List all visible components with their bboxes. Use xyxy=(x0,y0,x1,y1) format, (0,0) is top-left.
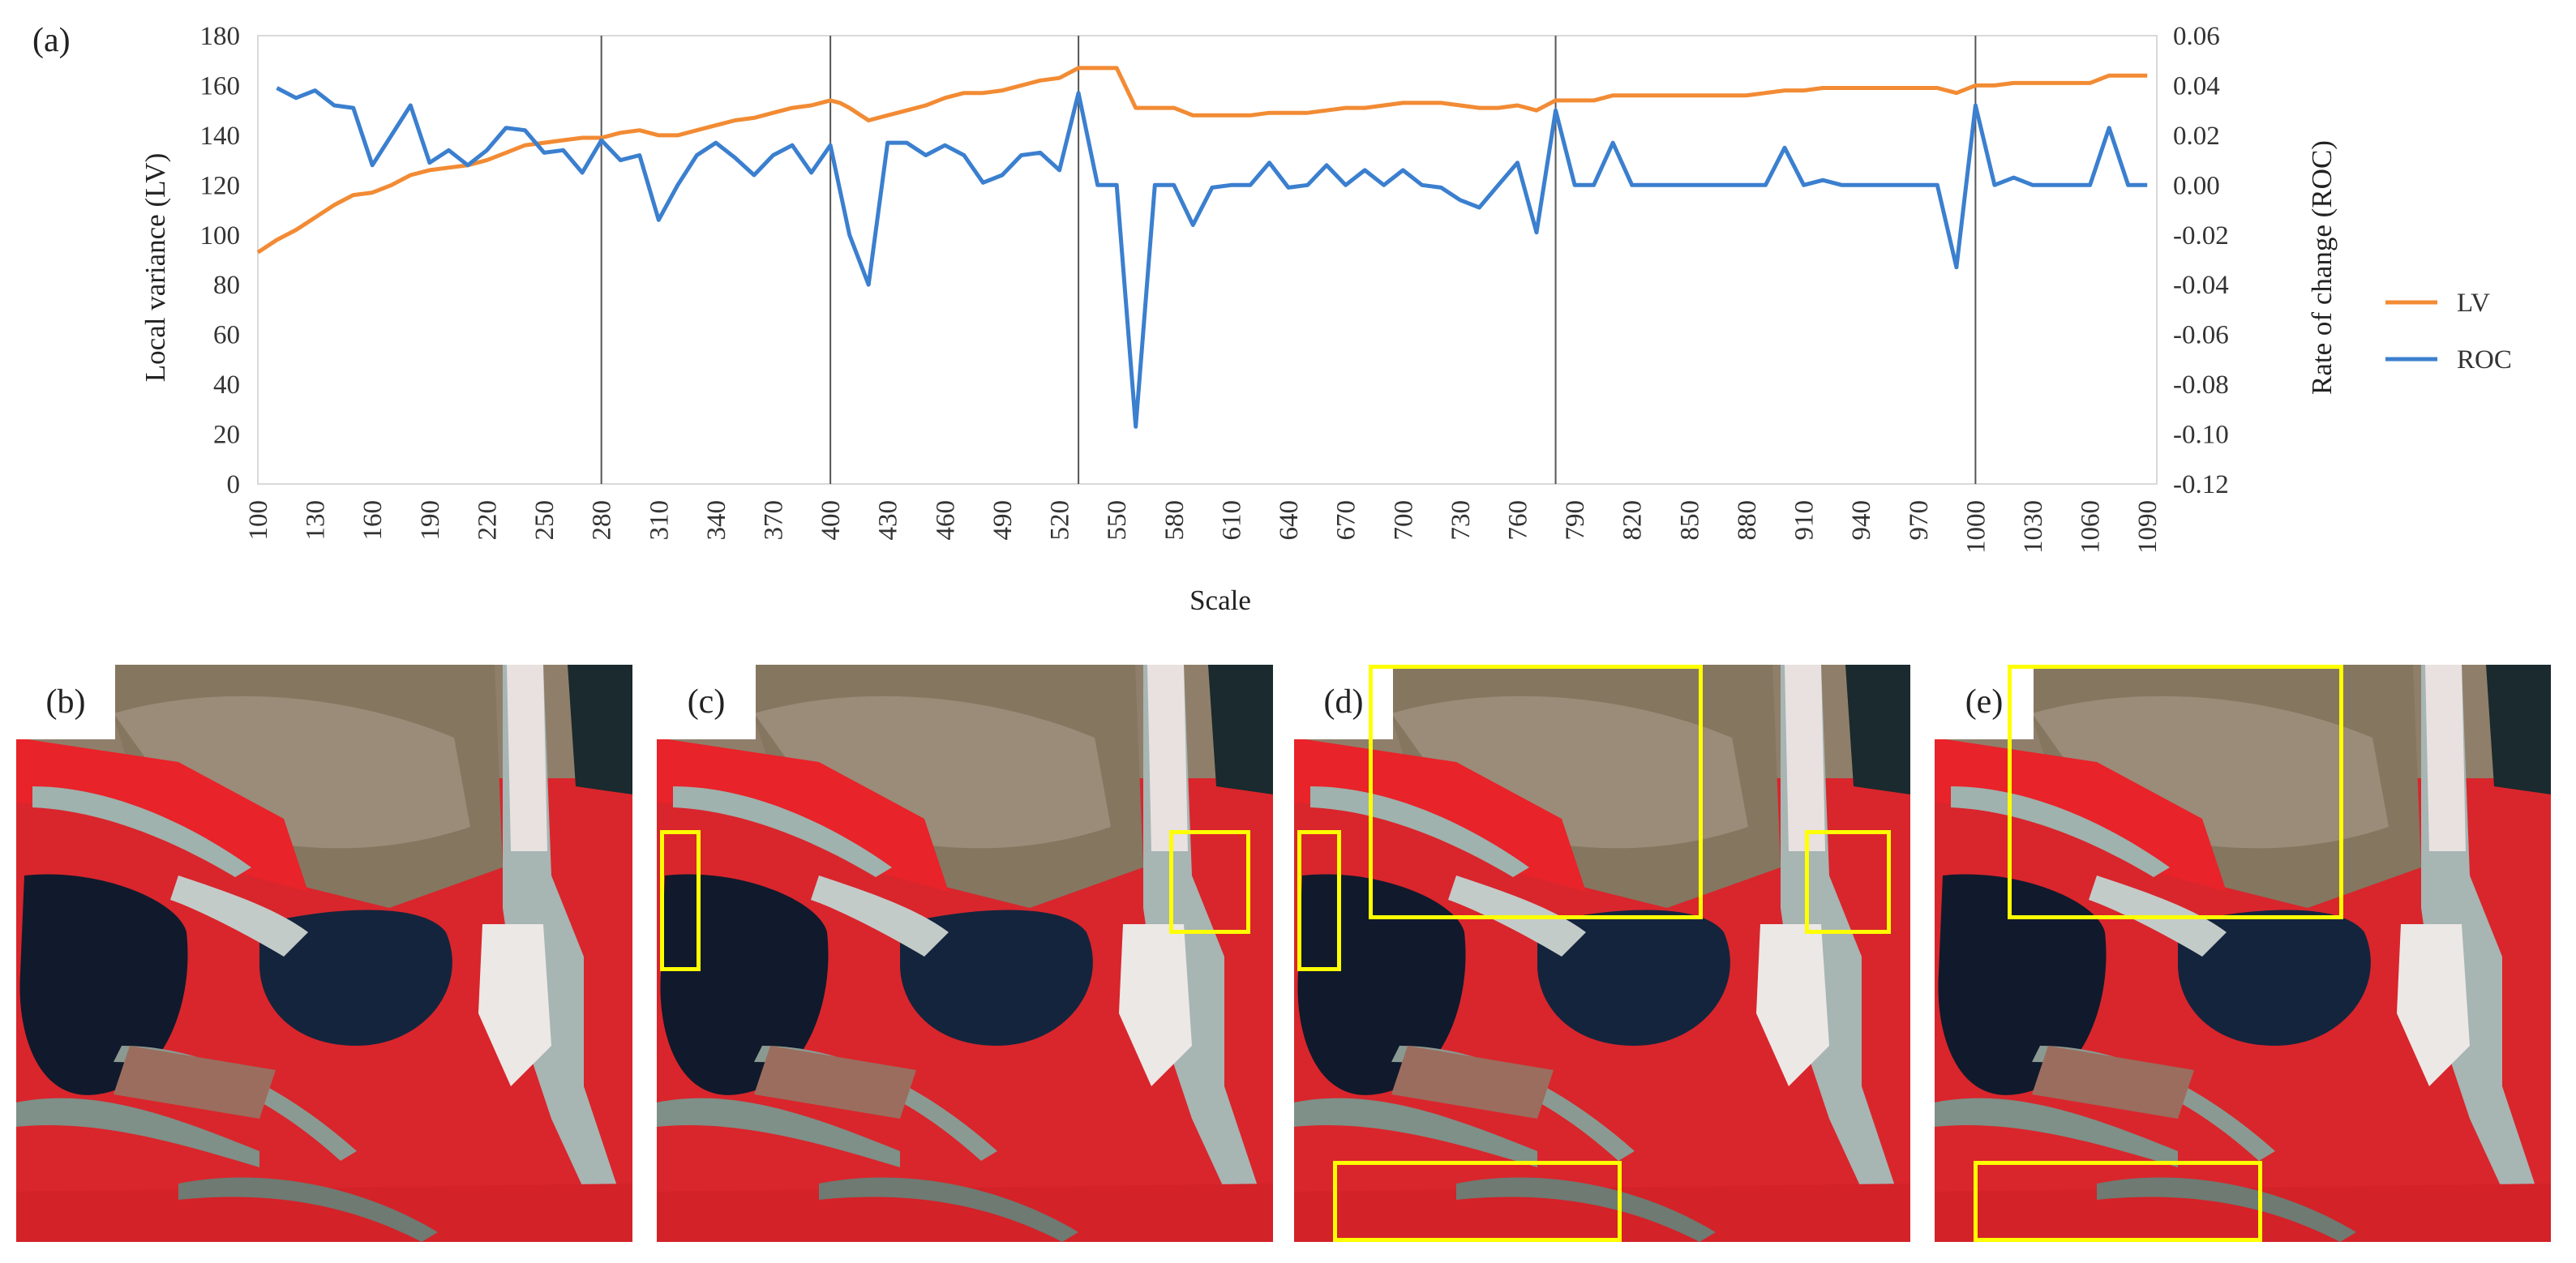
x-tick-label: 640 xyxy=(1275,500,1304,541)
x-tick-label: 520 xyxy=(1046,500,1075,541)
panel-label-d: (d) xyxy=(1294,665,1393,739)
x-tick-label: 820 xyxy=(1618,500,1648,541)
y2-tick-label: 0.06 xyxy=(2173,22,2220,51)
y-tick-label: 60 xyxy=(213,321,240,350)
panel-label-c: (c) xyxy=(657,665,756,739)
y-tick-label: 160 xyxy=(200,71,241,101)
y2-axis-title: Rate of change (ROC) xyxy=(2306,140,2338,395)
x-axis-ticks: 100 130 160 190 220 250 280 310 340 370 400 430 460 4… xyxy=(244,500,2162,554)
highlight-box xyxy=(1169,830,1250,934)
x-tick-label: 700 xyxy=(1389,500,1418,541)
y2-tick-label: -0.08 xyxy=(2173,370,2229,400)
panel-label-b: (b) xyxy=(16,665,115,739)
x-tick-label: 850 xyxy=(1675,500,1704,541)
x-axis-title: Scale xyxy=(1189,584,1251,616)
series-lines xyxy=(256,66,2148,429)
x-tick-label: 460 xyxy=(931,500,960,541)
x-tick-label: 730 xyxy=(1447,500,1476,541)
y-tick-label: 180 xyxy=(200,22,241,51)
y-tick-label: 100 xyxy=(200,221,241,250)
x-tick-label: 310 xyxy=(645,500,674,541)
legend-label-roc: ROC xyxy=(2457,345,2512,375)
y-tick-label: 80 xyxy=(213,271,240,300)
panel-c-image: (c) xyxy=(657,665,1273,1242)
y2-tick-label: -0.10 xyxy=(2173,421,2229,450)
scale-divider-lines xyxy=(600,36,1977,484)
highlight-box xyxy=(1333,1161,1622,1242)
x-tick-label: 400 xyxy=(817,500,846,541)
x-tick-label: 370 xyxy=(760,500,789,541)
x-tick-label: 910 xyxy=(1790,500,1819,541)
highlight-box xyxy=(660,830,701,971)
highlight-box xyxy=(1805,830,1891,934)
x-tick-label: 160 xyxy=(358,500,388,541)
x-tick-label: 1030 xyxy=(2019,500,2048,554)
x-tick-label: 130 xyxy=(302,500,331,541)
x-tick-label: 100 xyxy=(244,500,273,541)
plot-frame xyxy=(257,35,2158,485)
x-tick-label: 1000 xyxy=(1961,500,1991,554)
x-tick-label: 550 xyxy=(1103,500,1132,541)
x-tick-label: 1060 xyxy=(2077,500,2106,554)
y-tick-label: 120 xyxy=(200,171,241,200)
y2-tick-label: 0.00 xyxy=(2173,171,2220,200)
series-line-roc xyxy=(276,86,2148,429)
right-axis-ticks: -0.12 -0.10 -0.08 -0.06 -0.04 -0.02 0.00 0.02 0.… xyxy=(2173,22,2229,499)
y-axis-title: Local variance (LV) xyxy=(139,153,171,382)
x-tick-label: 220 xyxy=(473,500,502,541)
legend: LV ROC xyxy=(2385,289,2512,375)
x-tick-label: 940 xyxy=(1847,500,1876,541)
x-tick-label: 970 xyxy=(1905,500,1934,541)
y2-tick-label: -0.06 xyxy=(2173,321,2229,350)
x-tick-label: 790 xyxy=(1561,500,1590,541)
plot-border xyxy=(257,35,2158,485)
y2-tick-label: -0.04 xyxy=(2173,271,2229,300)
panel-d-image: (d) xyxy=(1294,665,1910,1242)
x-tick-label: 670 xyxy=(1332,500,1361,541)
x-tick-label: 340 xyxy=(702,500,731,541)
highlight-box xyxy=(1974,1161,2262,1242)
highlight-box xyxy=(1369,665,1703,919)
y2-tick-label: 0.04 xyxy=(2173,71,2220,101)
highlight-box xyxy=(2008,665,2343,919)
panel-b-image: (b) xyxy=(16,665,632,1242)
x-tick-label: 490 xyxy=(988,500,1018,541)
y-tick-label: 0 xyxy=(227,470,241,499)
y-tick-label: 20 xyxy=(213,421,240,450)
panel-e-image: (e) xyxy=(1935,665,2551,1242)
y-tick-label: 40 xyxy=(213,370,240,400)
y2-tick-label: -0.12 xyxy=(2173,470,2229,499)
x-tick-label: 430 xyxy=(874,500,903,541)
x-tick-label: 280 xyxy=(588,500,617,541)
panel-label-e: (e) xyxy=(1935,665,2034,739)
x-tick-label: 760 xyxy=(1503,500,1532,541)
y2-tick-label: 0.02 xyxy=(2173,122,2220,151)
x-tick-label: 250 xyxy=(530,500,559,541)
y-tick-label: 140 xyxy=(200,122,241,151)
highlight-box xyxy=(1297,830,1341,971)
x-tick-label: 610 xyxy=(1217,500,1246,541)
x-tick-label: 1090 xyxy=(2133,500,2162,554)
series-line-lv xyxy=(256,66,2148,255)
left-axis-ticks: 0 20 40 60 80 100 120 140 160 180 xyxy=(200,22,241,499)
y2-tick-label: -0.02 xyxy=(2173,221,2229,250)
legend-label-lv: LV xyxy=(2457,289,2490,318)
x-tick-label: 880 xyxy=(1733,500,1762,541)
panel-label-a: (a) xyxy=(32,22,71,59)
lv-roc-chart: 0 20 40 60 80 100 120 140 160 180 -0.12 -0.10 -0.08… xyxy=(139,22,2512,616)
segmentation-scene-c xyxy=(657,665,1273,1242)
x-tick-label: 580 xyxy=(1160,500,1189,541)
x-tick-label: 190 xyxy=(416,500,445,541)
segmentation-scene-b xyxy=(16,665,632,1242)
